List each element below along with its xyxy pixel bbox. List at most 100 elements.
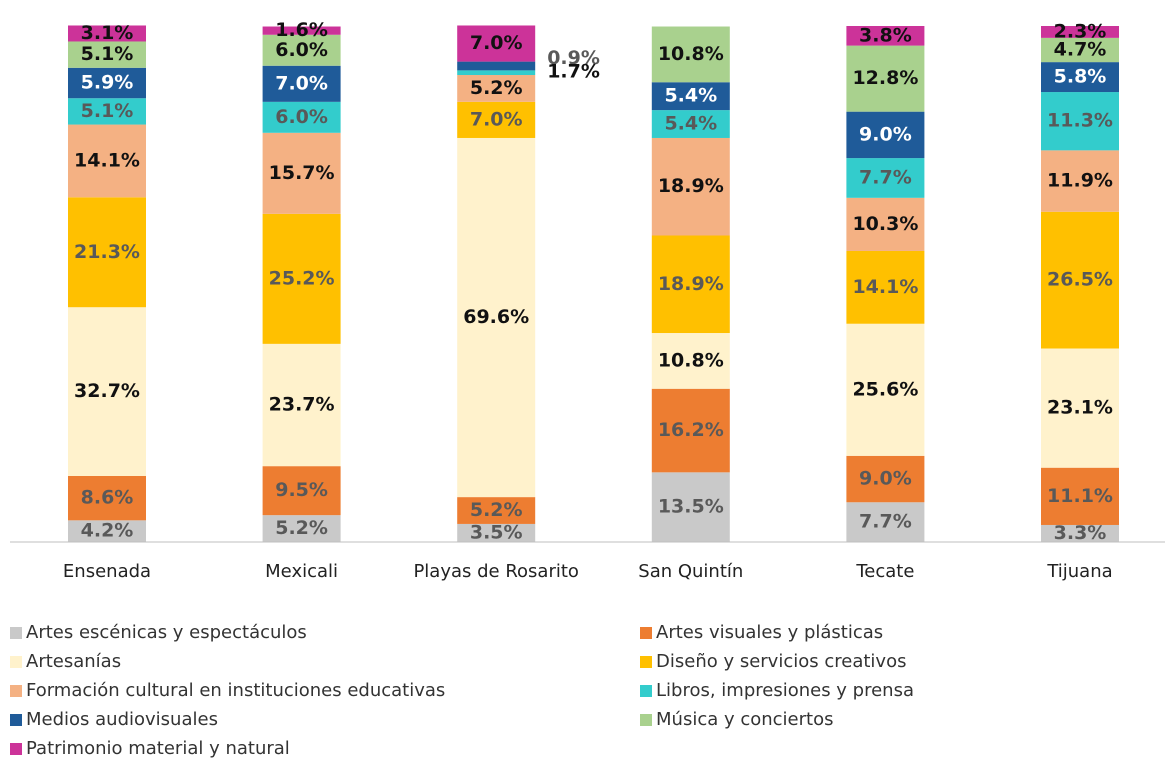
value-label: 11.1%: [1047, 485, 1113, 507]
bar-segment: [68, 197, 146, 308]
bar-segment: [262, 132, 341, 214]
bar-segment: [262, 65, 341, 102]
legend-label: Artes escénicas y espectáculos: [26, 622, 307, 643]
bar-segment: [457, 523, 536, 542]
bar-segment: [457, 137, 536, 498]
value-label: 18.9%: [658, 175, 724, 197]
bar-segment: [846, 502, 925, 542]
value-label: 10.3%: [852, 213, 918, 235]
value-label: 26.5%: [1047, 269, 1113, 291]
bar-segment: [262, 213, 341, 344]
value-label: 3.3%: [1054, 522, 1107, 544]
value-label: 5.2%: [275, 517, 328, 539]
bar-segment: [651, 235, 730, 334]
value-label: 21.3%: [74, 241, 140, 263]
legend-label: Música y conciertos: [656, 709, 833, 730]
value-label: 5.1%: [81, 43, 134, 65]
value-label: 3.8%: [859, 24, 912, 46]
bar-segment: [1041, 211, 1119, 349]
value-label: 5.4%: [664, 113, 717, 135]
legend-swatch: [10, 743, 22, 755]
bar-segment: [1041, 62, 1119, 93]
value-label: 9.0%: [859, 468, 912, 490]
bar-segment: [651, 110, 730, 138]
value-label: 5.2%: [470, 77, 523, 99]
bar-segment: [457, 70, 536, 76]
bar-segment: [262, 466, 341, 516]
value-label: 9.5%: [275, 479, 328, 501]
bar-segment: [1041, 150, 1119, 212]
legend-swatch: [640, 656, 652, 668]
bar-segment: [1041, 37, 1119, 63]
value-label: 6.0%: [275, 39, 328, 61]
bar-segment: [846, 250, 925, 324]
legend-label: Artes visuales y plásticas: [656, 622, 883, 643]
bar-segment: [68, 475, 146, 521]
value-label: 8.6%: [81, 487, 134, 509]
value-label: 7.7%: [859, 511, 912, 533]
value-label: 0.9%: [547, 47, 600, 69]
bar-segment: [651, 388, 730, 473]
bar-segment: [846, 158, 925, 198]
legend-swatch: [640, 685, 652, 697]
bar-segment: [262, 101, 341, 133]
value-label: 5.2%: [470, 499, 523, 521]
legend-label: Patrimonio material y natural: [26, 738, 290, 759]
bar-segment: [68, 98, 146, 125]
legend-swatch: [640, 714, 652, 726]
bar-segment: [846, 323, 925, 456]
legend-label: Medios audiovisuales: [26, 709, 218, 730]
value-label: 4.2%: [81, 520, 134, 542]
bar-segment: [457, 101, 536, 138]
bar-segment: [651, 333, 730, 389]
value-label: 25.6%: [852, 378, 918, 400]
bar-segment: [1041, 92, 1119, 151]
legend-label: Diseño y servicios creativos: [656, 651, 906, 672]
bar-segment: [1041, 524, 1119, 542]
value-label: 32.7%: [74, 380, 140, 402]
legend-swatch: [640, 627, 652, 639]
x-tick-label: Ensenada: [63, 561, 151, 582]
value-label: 11.9%: [1047, 170, 1113, 192]
value-label: 9.0%: [859, 123, 912, 145]
value-label: 6.0%: [275, 106, 328, 128]
value-label: 3.5%: [470, 521, 523, 543]
value-label: 23.7%: [269, 394, 335, 416]
bar-segment: [651, 137, 730, 236]
value-label: 15.7%: [269, 162, 335, 184]
value-label: 18.9%: [658, 273, 724, 295]
value-label: 5.1%: [81, 100, 134, 122]
value-label: 7.0%: [275, 72, 328, 94]
bar-segment: [457, 497, 536, 524]
value-label: 23.1%: [1047, 397, 1113, 419]
bar-segment: [1041, 26, 1119, 38]
legend-swatch: [10, 656, 22, 668]
bar-segment: [1041, 467, 1119, 525]
legend-swatch: [10, 714, 22, 726]
value-label: 10.8%: [658, 43, 724, 65]
bar-segment: [457, 61, 536, 71]
value-label: 7.7%: [859, 166, 912, 188]
legend-swatch: [10, 627, 22, 639]
bar-segment: [846, 45, 925, 112]
bar-segment: [68, 25, 146, 42]
x-tick-label: San Quintín: [638, 561, 743, 582]
x-tick-label: Tijuana: [1046, 561, 1112, 582]
value-label: 3.1%: [81, 22, 134, 44]
bar-segment: [651, 472, 730, 542]
bar-segment: [457, 75, 536, 102]
value-label: 11.3%: [1047, 110, 1113, 132]
value-label: 16.2%: [658, 419, 724, 441]
value-label: 13.5%: [658, 496, 724, 518]
x-tick-label: Tecate: [855, 561, 914, 582]
value-label: 14.1%: [852, 276, 918, 298]
bar-segment: [262, 515, 341, 542]
legend-label: Artesanías: [26, 651, 121, 672]
bar-segment: [457, 25, 536, 62]
value-label: 5.8%: [1054, 66, 1107, 88]
value-label: 2.3%: [1054, 20, 1107, 42]
bar-segment: [651, 82, 730, 111]
bar-segment: [846, 197, 925, 251]
value-label: 10.8%: [658, 349, 724, 371]
